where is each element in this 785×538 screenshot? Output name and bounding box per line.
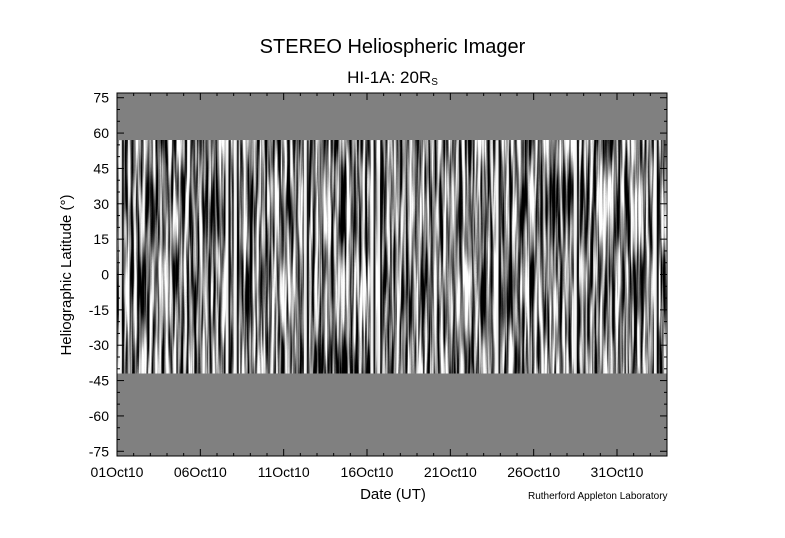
x-tick-label: 26Oct10 xyxy=(507,464,560,480)
bright-feature xyxy=(233,140,237,374)
dark-feature xyxy=(306,140,309,374)
x-tick-label: 11Oct10 xyxy=(258,464,310,480)
y-tick-label: 30 xyxy=(93,196,109,212)
subtitle-main: HI-1A: 20R xyxy=(347,68,432,87)
bright-feature xyxy=(573,140,577,374)
subtitle-subscript: S xyxy=(431,77,438,88)
bright-feature xyxy=(495,140,499,374)
y-tick-label: -75 xyxy=(89,443,109,459)
dark-feature xyxy=(498,140,501,374)
y-tick-label: 0 xyxy=(101,267,109,283)
y-tick-label: -15 xyxy=(89,302,109,318)
x-tick-label: 16Oct10 xyxy=(341,464,394,480)
x-tick-label: 01Oct10 xyxy=(91,464,144,480)
chart-title: STEREO Heliospheric Imager xyxy=(259,36,526,58)
bright-feature xyxy=(377,140,381,374)
x-tick-label: 21Oct10 xyxy=(424,464,477,480)
y-tick-label: -30 xyxy=(89,337,109,353)
x-tick-label: 31Oct10 xyxy=(591,464,644,480)
data-band xyxy=(117,140,667,374)
bright-feature xyxy=(303,140,307,374)
plot-area xyxy=(117,93,667,456)
x-tick-label: 06Oct10 xyxy=(174,464,227,480)
y-tick-label: -45 xyxy=(89,373,109,389)
dark-feature xyxy=(228,140,231,374)
dark-feature xyxy=(576,140,579,374)
bright-feature xyxy=(370,140,374,374)
dark-feature xyxy=(236,140,239,374)
bright-feature xyxy=(653,140,657,374)
y-tick-label: 60 xyxy=(93,125,109,141)
y-tick-label: -60 xyxy=(89,408,109,424)
dark-feature xyxy=(380,140,383,374)
chart-subtitle: HI-1A: 20RS xyxy=(0,68,785,88)
credit-text: Rutherford Appleton Laboratory xyxy=(528,491,668,502)
bright-feature xyxy=(225,140,229,374)
y-tick-label: 75 xyxy=(93,90,109,106)
bright-feature xyxy=(118,140,122,374)
dark-feature xyxy=(373,140,376,374)
y-axis-label: Heliographic Latitude (°) xyxy=(58,194,75,355)
dark-feature xyxy=(656,140,659,374)
axes: 75 60 45 30 15 0 -15 -30 -45 -60 -75 01Oct10 06Oct10… xyxy=(89,90,668,480)
x-axis-label: Date (UT) xyxy=(360,486,426,503)
y-tick-label: 45 xyxy=(93,160,109,176)
y-tick-label: 15 xyxy=(93,231,109,247)
dark-feature xyxy=(121,140,124,374)
bright-features xyxy=(118,140,659,374)
